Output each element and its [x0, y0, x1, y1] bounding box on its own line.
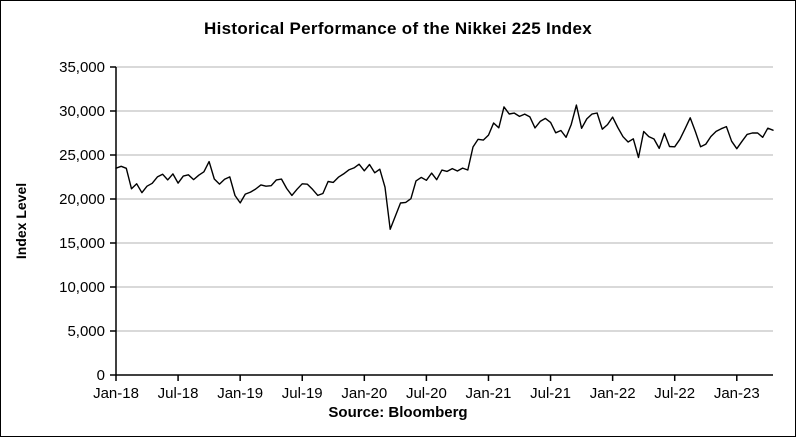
x-tick-label: Jul-19 — [282, 385, 323, 402]
y-tick-label: 20,000 — [59, 191, 105, 208]
x-tick-label: Jul-20 — [406, 385, 447, 402]
y-tick-label: 15,000 — [59, 235, 105, 252]
x-tick-label: Jul-18 — [158, 385, 199, 402]
source-caption: Source: Bloomberg — [328, 404, 468, 421]
x-tick-label: Jan-20 — [341, 385, 387, 402]
x-tick-label: Jul-22 — [654, 385, 695, 402]
x-tick-label: Jan-18 — [93, 385, 139, 402]
nikkei-series-line — [115, 104, 774, 231]
chart-title: Historical Performance of the Nikkei 225… — [204, 19, 592, 38]
x-tick-label: Jan-22 — [590, 385, 636, 402]
x-tick-label: Jan-23 — [714, 385, 760, 402]
x-tick-label: Jan-19 — [217, 385, 263, 402]
x-tick-label: Jul-21 — [530, 385, 571, 402]
y-tick-label: 10,000 — [59, 279, 105, 296]
y-tick-label: 5,000 — [67, 323, 105, 340]
y-tick-label: 35,000 — [59, 59, 105, 76]
y-tick-label: 25,000 — [59, 147, 105, 164]
y-tick-label: 0 — [97, 367, 105, 384]
x-tick-label: Jan-21 — [466, 385, 512, 402]
y-tick-label: 30,000 — [59, 103, 105, 120]
